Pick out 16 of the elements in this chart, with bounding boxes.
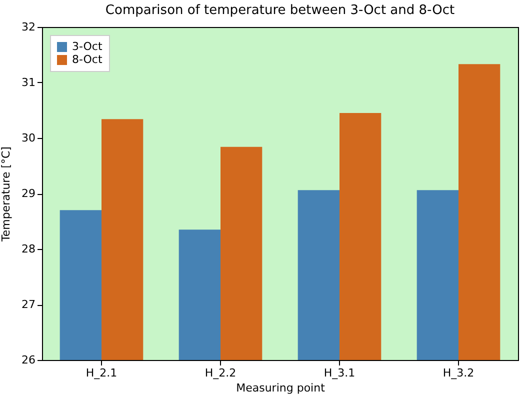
y-tick-label: 31: [22, 76, 36, 89]
x-tick-label: H_2.2: [204, 366, 236, 380]
legend-label: 8-Oct: [72, 53, 103, 66]
chart-title: Comparison of temperature between 3-Oct and 8-Oct: [105, 3, 455, 18]
y-tick-label: 29: [22, 187, 36, 200]
y-tick-label: 26: [22, 354, 36, 366]
y-tick-label: 30: [22, 132, 36, 144]
y-tick-label: 27: [22, 298, 36, 311]
y-tick-label: 28: [22, 242, 36, 256]
legend-label: 3-Oct: [72, 40, 103, 53]
x-axis-title: Measuring point: [236, 382, 326, 394]
x-tick-label: H_3.2: [442, 366, 474, 380]
x-tick-label: H_2.1: [86, 366, 118, 380]
y-axis-title: Temperature [°C]: [0, 146, 13, 242]
y-tick-label: 32: [22, 20, 36, 34]
x-tick-label: H_3.1: [324, 366, 356, 380]
